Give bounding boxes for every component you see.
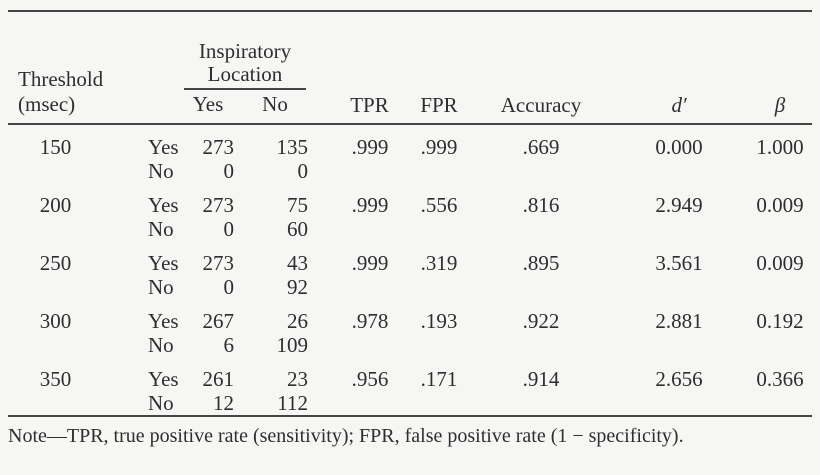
accuracy-value: .922 xyxy=(522,309,560,333)
fpr-value: .171 xyxy=(420,367,458,391)
insp-no-count: 75 xyxy=(287,193,308,217)
response-label: No xyxy=(148,217,174,241)
insp-no-count: 0 xyxy=(297,159,309,183)
insp-no-count: 112 xyxy=(277,391,308,415)
table-row-350-yes: 350 Yes 261 23 .956 .171 .914 2.656 0.36… xyxy=(8,357,812,391)
insp-yes-count: 0 xyxy=(223,159,235,183)
response-label: Yes xyxy=(148,193,179,217)
beta-value: 0.366 xyxy=(756,367,804,391)
inspiratory-location-spanner: Inspiratory Location xyxy=(178,12,312,91)
spanner-line2: Location xyxy=(207,62,283,86)
fpr-value: .193 xyxy=(420,309,458,333)
insp-yes-count: 273 xyxy=(202,135,235,159)
response-label: No xyxy=(148,159,174,183)
signal-detection-table: Threshold (msec) Inspiratory Location TP… xyxy=(8,12,812,417)
insp-no-count: 23 xyxy=(287,367,308,391)
table-row-350-no: No 12 112 xyxy=(8,391,812,416)
insp-yes-count: 261 xyxy=(202,367,235,391)
insp-no-count: 43 xyxy=(287,251,308,275)
response-label: No xyxy=(148,333,174,357)
table-note: Note—TPR, true positive rate (sensitivit… xyxy=(8,425,684,447)
beta-value: 0.009 xyxy=(756,251,804,275)
table-row-300-no: No 6 109 xyxy=(8,333,812,357)
response-label: Yes xyxy=(148,251,179,275)
insp-no-count: 26 xyxy=(287,309,308,333)
beta-value: 0.009 xyxy=(756,193,804,217)
table-row-250-yes: 250 Yes 273 43 .999 .319 .895 3.561 0.00… xyxy=(8,241,812,275)
paper-table-figure: Threshold (msec) Inspiratory Location TP… xyxy=(0,10,820,475)
table-row-150-no: No 0 0 xyxy=(8,159,812,183)
insp-yes-count: 0 xyxy=(223,275,235,299)
accuracy-value: .914 xyxy=(522,367,560,391)
table-row-250-no: No 0 92 xyxy=(8,275,812,299)
table-row-200-no: No 0 60 xyxy=(8,217,812,241)
accuracy-value: .816 xyxy=(522,193,560,217)
threshold-value: 350 xyxy=(39,367,72,391)
accuracy-value: .895 xyxy=(522,251,560,275)
insp-yes-count: 12 xyxy=(213,391,234,415)
inspiratory-no-subheader: No xyxy=(262,92,288,116)
dprime-value: 2.656 xyxy=(655,367,703,391)
insp-no-count: 92 xyxy=(287,275,308,299)
threshold-value: 150 xyxy=(39,135,72,159)
fpr-value: .319 xyxy=(420,251,458,275)
beta-value: 0.192 xyxy=(756,309,804,333)
table-row-150-yes: 150 Yes 273 135 .999 .999 .669 0.000 1.0… xyxy=(8,124,812,159)
insp-no-count: 109 xyxy=(276,333,309,357)
insp-yes-count: 273 xyxy=(202,251,235,275)
table-header: Threshold (msec) Inspiratory Location TP… xyxy=(8,12,812,124)
insp-yes-count: 6 xyxy=(223,333,235,357)
response-label: No xyxy=(148,391,174,415)
tpr-value: .956 xyxy=(351,367,389,391)
dprime-column-header: d′ xyxy=(671,93,687,117)
threshold-column-header: Threshold (msec) xyxy=(8,12,103,124)
dprime-value: 2.881 xyxy=(655,309,703,333)
accuracy-value: .669 xyxy=(522,135,560,159)
fpr-value: .999 xyxy=(420,135,458,159)
insp-yes-count: 267 xyxy=(202,309,235,333)
tpr-value: .999 xyxy=(351,135,389,159)
dprime-value: 3.561 xyxy=(655,251,703,275)
insp-no-count: 135 xyxy=(276,135,309,159)
table-body: 150 Yes 273 135 .999 .999 .669 0.000 1.0… xyxy=(8,124,812,416)
response-label: Yes xyxy=(148,367,179,391)
response-label: Yes xyxy=(148,309,179,333)
spanner-line1: Inspiratory xyxy=(198,39,292,63)
threshold-value: 300 xyxy=(39,309,72,333)
tpr-value: .999 xyxy=(351,251,389,275)
threshold-header-line1: Threshold xyxy=(18,67,104,91)
table-top-rule xyxy=(8,10,812,12)
threshold-value: 200 xyxy=(39,193,72,217)
insp-yes-count: 0 xyxy=(223,217,235,241)
tpr-column-header: TPR xyxy=(350,93,389,117)
threshold-header-line2: (msec) xyxy=(18,92,76,116)
response-column-header-empty xyxy=(103,12,178,124)
dprime-value: 0.000 xyxy=(655,135,703,159)
fpr-value: .556 xyxy=(420,193,458,217)
response-label: No xyxy=(148,275,174,299)
insp-yes-count: 273 xyxy=(202,193,235,217)
fpr-column-header: FPR xyxy=(420,93,458,117)
table-row-300-yes: 300 Yes 267 26 .978 .193 .922 2.881 0.19… xyxy=(8,299,812,333)
tpr-value: .999 xyxy=(351,193,389,217)
inspiratory-yes-subheader: Yes xyxy=(192,92,224,116)
insp-no-count: 60 xyxy=(287,217,308,241)
threshold-value: 250 xyxy=(39,251,72,275)
spanner-label: Inspiratory Location xyxy=(184,40,306,90)
dprime-value: 2.949 xyxy=(655,193,703,217)
table-row-200-yes: 200 Yes 273 75 .999 .556 .816 2.949 0.00… xyxy=(8,183,812,217)
response-label: Yes xyxy=(148,135,179,159)
beta-column-header: β xyxy=(774,93,786,117)
beta-value: 1.000 xyxy=(756,135,804,159)
tpr-value: .978 xyxy=(351,309,389,333)
accuracy-column-header: Accuracy xyxy=(500,93,582,117)
